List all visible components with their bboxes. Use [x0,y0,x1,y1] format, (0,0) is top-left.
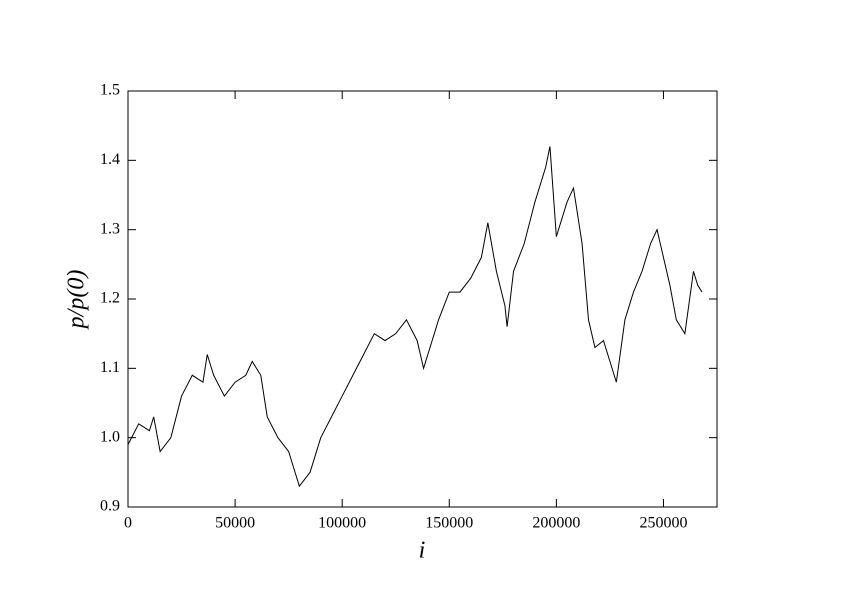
y-tick-label: 1.0 [100,428,120,445]
y-tick-label: 0.9 [100,498,120,515]
plot-frame [127,90,718,508]
y-tick-label: 1.1 [100,359,120,376]
y-tick-label: 1.3 [100,220,120,237]
x-tick-label: 200000 [532,515,580,532]
x-tick-label: 250000 [639,515,687,532]
y-tick-label: 1.4 [100,151,120,168]
x-tick-label: 0 [124,515,132,532]
y-tick-label: 1.2 [100,290,120,307]
x-tick-label: 150000 [425,515,473,532]
price-line [127,146,703,488]
x-axis-title: i [419,538,426,564]
y-tick-label: 1.5 [100,82,120,99]
x-tick-label: 100000 [318,515,366,532]
y-axis-title: p/p(0) [64,270,90,331]
x-tick-label: 50000 [215,515,255,532]
